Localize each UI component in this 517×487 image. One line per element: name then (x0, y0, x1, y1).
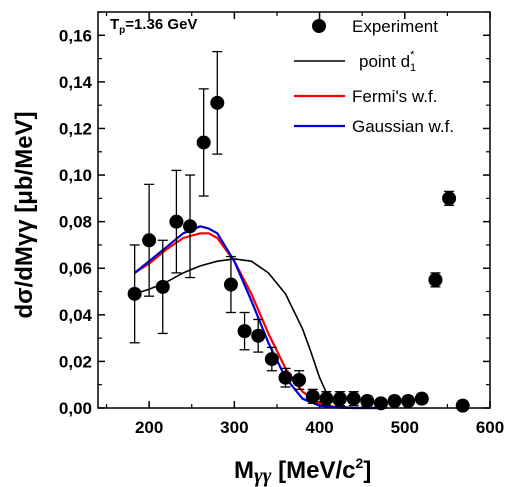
x-tick-label: 300 (220, 418, 248, 437)
y-tick-label: 0,02 (59, 352, 92, 371)
x-tick-label: 400 (305, 418, 333, 437)
data-point (223, 277, 238, 292)
legend-label: Experiment (352, 17, 438, 36)
data-point (346, 391, 361, 406)
data-point (155, 279, 170, 294)
data-point (251, 328, 266, 343)
y-tick-label: 0,04 (59, 306, 93, 325)
data-point (319, 391, 334, 406)
data-point (442, 191, 457, 206)
y-axis-title: dσ/dMγγ [μb/MeV] (11, 111, 38, 318)
legend-label-text: Experiment (352, 17, 438, 36)
legend-label-text: Gaussian w.f. (352, 117, 454, 136)
legend-label: Fermi's w.f. (352, 87, 437, 106)
x-axis-title-greek: γγ (254, 463, 272, 487)
plot-frame (97, 11, 491, 409)
x-axis-title-rest: [MeV/c (271, 457, 355, 484)
x-tick-label: 600 (476, 418, 504, 437)
x-axis-title-sup: 2 (356, 455, 364, 471)
y-tick-label: 0,10 (59, 166, 92, 185)
data-point (373, 396, 388, 411)
data-point (169, 214, 184, 229)
y-tick-label: 0,00 (59, 399, 92, 418)
x-axis-title-main: M (234, 457, 254, 484)
point-layer (127, 50, 470, 413)
legend: Experiment point d1* Fermi's w.f. Gaussian … (294, 17, 454, 136)
curve-gaussian (133, 225, 380, 410)
legend-label-sup: * (410, 49, 415, 61)
x-axis-title-end: ] (363, 457, 371, 484)
y-tick-label: 0,08 (59, 213, 92, 232)
data-point (414, 391, 429, 406)
x-axis-title: Mγγ [MeV/c2] (234, 455, 371, 487)
data-point (183, 219, 198, 234)
data-point (428, 272, 443, 287)
annotation-rest: =1.36 GeV (125, 16, 197, 33)
annotation-main: T (110, 16, 119, 33)
curve-fermis (134, 232, 380, 410)
data-point (387, 394, 402, 409)
legend-label: Gaussian w.f. (352, 117, 454, 136)
data-point (333, 391, 348, 406)
y-tick-label: 0,06 (59, 259, 92, 278)
data-point (210, 95, 225, 110)
data-point (264, 352, 279, 367)
legend-label-text: point d (359, 52, 410, 71)
tick-layer: 200 300 400 500 600 0,00 0,02 0,04 0,06 0,08 0,10 0… (59, 11, 504, 437)
data-point (127, 286, 142, 301)
legend-label-sub: 1 (410, 62, 416, 74)
legend-marker-experiment (312, 19, 326, 33)
data-point (455, 398, 470, 413)
y-tick-label: 0,16 (59, 26, 92, 45)
y-tick-label: 0,12 (59, 119, 92, 138)
data-point (278, 370, 293, 385)
curve-layer (133, 225, 388, 410)
data-point (196, 135, 211, 150)
legend-label: point d1* (359, 49, 416, 74)
data-point (292, 373, 307, 388)
beam-energy-annotation: Tp=1.36 GeV (110, 16, 197, 36)
data-point (360, 394, 375, 409)
data-point (305, 389, 320, 404)
annotation-sub: p (119, 25, 125, 36)
x-tick-label: 500 (391, 418, 419, 437)
y-tick-label: 0,14 (59, 73, 93, 92)
data-point (401, 394, 416, 409)
data-point (142, 233, 157, 248)
data-point (237, 324, 252, 339)
legend-label-text: Fermi's w.f. (352, 87, 437, 106)
x-tick-label: 200 (135, 418, 163, 437)
